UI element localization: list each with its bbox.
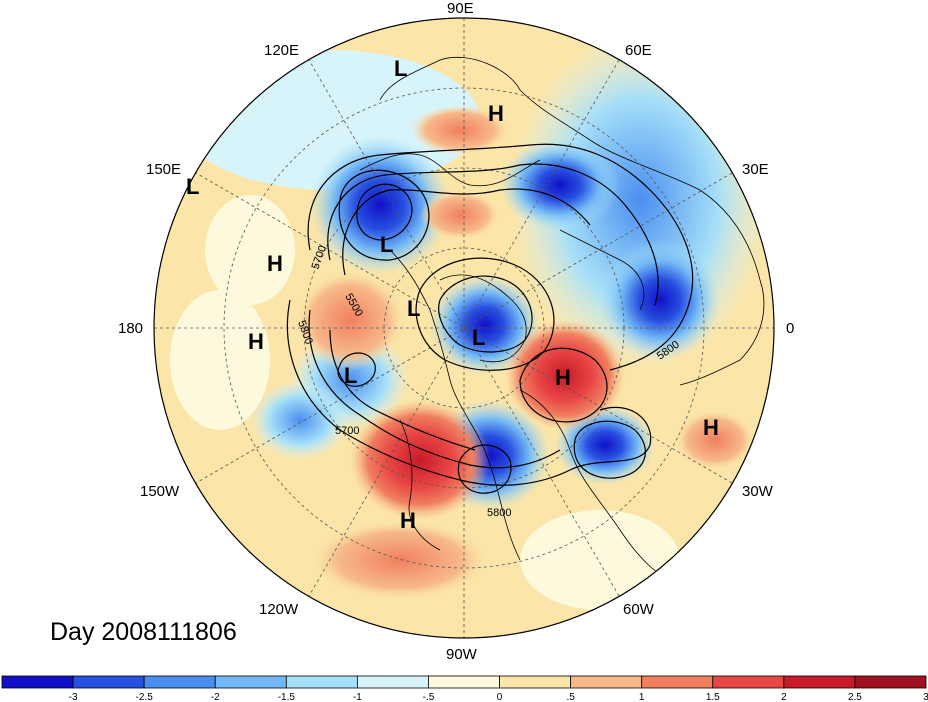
colorbar-box bbox=[570, 675, 643, 689]
pressure-center: H bbox=[488, 101, 504, 126]
colorbar-box bbox=[428, 675, 500, 689]
map-title: Day 2008111806 bbox=[50, 618, 237, 646]
lon-label-0: 0 bbox=[786, 320, 794, 337]
map-boundary bbox=[153, 17, 775, 639]
colorbar-tick-label: -3 bbox=[69, 692, 78, 702]
pressure-center: H bbox=[703, 415, 719, 440]
contour-label: 5800 bbox=[487, 507, 511, 519]
pressure-centers: L H L L H L L H L H H H bbox=[186, 56, 719, 533]
height-contours bbox=[286, 143, 694, 494]
colorbar-tick-label: -.5 bbox=[423, 692, 435, 702]
lon-label-90e: 90E bbox=[447, 0, 474, 17]
pressure-center: L bbox=[394, 56, 407, 81]
colorbar-box bbox=[854, 675, 927, 689]
pressure-center: H bbox=[267, 251, 283, 276]
colorbar-boxes bbox=[1, 675, 927, 689]
colorbar-box bbox=[499, 675, 572, 689]
pressure-center: L bbox=[380, 232, 393, 257]
pressure-center: L bbox=[344, 363, 357, 388]
colorbar-tick-label: .5 bbox=[566, 692, 575, 702]
lon-label-150w: 150W bbox=[140, 483, 180, 500]
colorbar-box bbox=[214, 675, 287, 689]
colorbar-tick-label: -2.5 bbox=[136, 692, 154, 702]
contour-label: 5700 bbox=[335, 425, 359, 437]
colorbar-box bbox=[356, 675, 429, 689]
colorbar-box bbox=[641, 675, 714, 689]
lon-label-60e: 60E bbox=[625, 42, 652, 59]
colorbar: -3 -2.5 -2 -1.5 -1 -.5 0 .5 1 1.5 2 2.5 3 bbox=[1, 675, 928, 702]
pressure-center: H bbox=[555, 365, 571, 390]
colorbar-box bbox=[1, 675, 74, 689]
colorbar-tick-label: -2 bbox=[211, 692, 220, 702]
colorbar-box bbox=[72, 675, 145, 689]
pressure-center: L bbox=[186, 174, 199, 199]
lon-label-30w: 30W bbox=[742, 483, 774, 500]
longitude-labels: 90E 60E 30E 0 30W 60W 90W 120W 150W 180 … bbox=[118, 0, 794, 663]
colorbar-box bbox=[783, 675, 856, 689]
graticule bbox=[154, 18, 774, 638]
pressure-center: L bbox=[472, 325, 485, 350]
anomaly-field bbox=[154, 18, 774, 638]
colorbar-tick-label: 2.5 bbox=[848, 692, 862, 702]
lon-label-30e: 30E bbox=[742, 161, 769, 178]
lon-label-120e: 120E bbox=[264, 42, 299, 59]
colorbar-tick-label: 0 bbox=[497, 692, 503, 702]
colorbar-ticks: -3 -2.5 -2 -1.5 -1 -.5 0 .5 1 1.5 2 2.5 3 bbox=[69, 692, 928, 702]
colorbar-box bbox=[143, 675, 216, 689]
lon-label-150e: 150E bbox=[146, 161, 181, 178]
lon-label-90w: 90W bbox=[446, 646, 478, 663]
pressure-center: H bbox=[248, 329, 264, 354]
colorbar-tick-label: -1 bbox=[353, 692, 362, 702]
pressure-center: H bbox=[400, 508, 416, 533]
colorbar-tick-label: 1.5 bbox=[706, 692, 720, 702]
colorbar-box bbox=[712, 675, 785, 689]
colorbar-box bbox=[285, 675, 358, 689]
colorbar-tick-label: 3 bbox=[923, 692, 928, 702]
lon-label-120w: 120W bbox=[259, 601, 299, 618]
lon-label-60w: 60W bbox=[623, 601, 655, 618]
pressure-center: L bbox=[407, 296, 420, 321]
colorbar-tick-label: -1.5 bbox=[278, 692, 296, 702]
colorbar-tick-label: 1 bbox=[639, 692, 645, 702]
lon-label-180: 180 bbox=[118, 320, 143, 337]
colorbar-tick-label: 2 bbox=[781, 692, 787, 702]
